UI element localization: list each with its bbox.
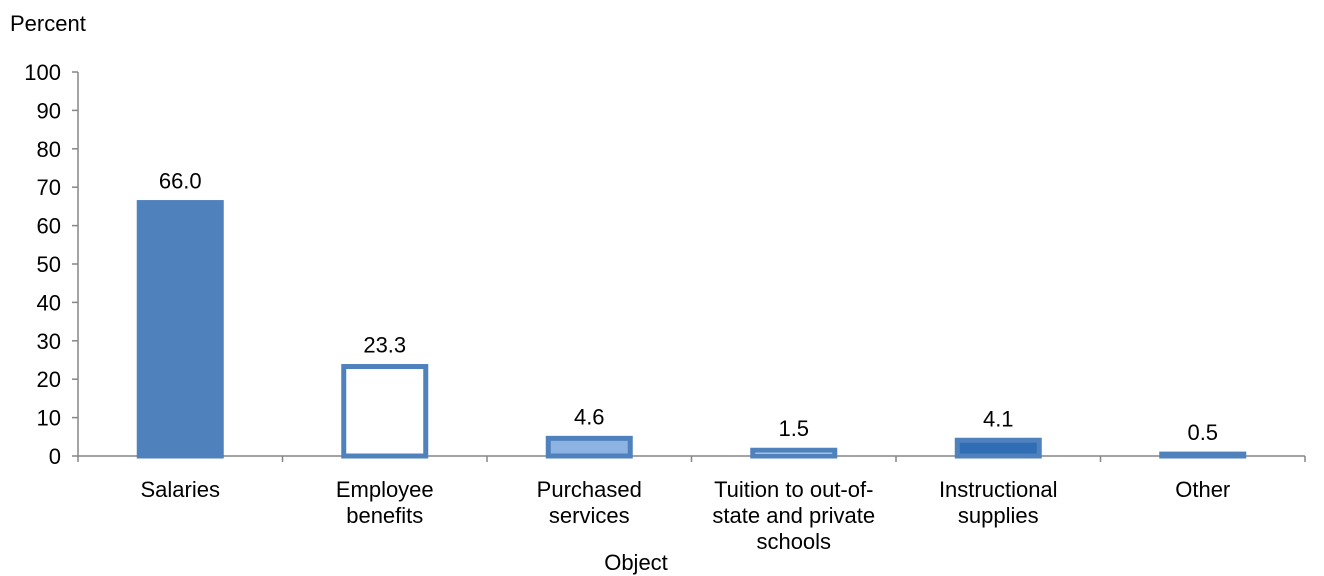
bar: [750, 447, 838, 459]
value-label: 4.6: [574, 404, 605, 429]
y-tick-label: 100: [24, 60, 61, 85]
x-tick-label: Salaries: [141, 477, 220, 502]
x-tick-label: Tuition to out-of-state and private schoo…: [712, 477, 875, 554]
axes: [77, 72, 1306, 462]
y-tick-label: 40: [37, 290, 61, 315]
value-label: 23.3: [363, 333, 406, 358]
x-tick-label: Purchased services: [537, 477, 642, 528]
bar: [954, 437, 1042, 459]
y-tick-label: 90: [37, 98, 61, 123]
y-tick-label: 0: [49, 444, 61, 469]
y-axis-label: Percent: [10, 11, 86, 36]
x-tick-label: Other: [1175, 477, 1230, 502]
bar: [1159, 451, 1247, 459]
x-tick-label: Employee benefits: [336, 477, 434, 528]
y-tick-label: 10: [37, 406, 61, 431]
value-labels: 66.0 23.3 4.6 1.5 4.1 0.5: [159, 169, 1218, 446]
y-tick-label: 60: [37, 214, 61, 239]
x-tick-label: Instructional supplies: [939, 477, 1058, 528]
y-tick-label: 80: [37, 137, 61, 162]
y-tick-label: 30: [37, 329, 61, 354]
bar: [545, 435, 633, 459]
bar: [136, 200, 224, 459]
value-label: 0.5: [1187, 420, 1218, 445]
bar: [341, 364, 429, 459]
value-label: 4.1: [983, 406, 1014, 431]
y-tick-label: 50: [37, 252, 61, 277]
y-tick-label: 20: [37, 367, 61, 392]
value-label: 66.0: [159, 169, 202, 194]
x-tick-labels: Salaries Employee benefits Purchased service…: [141, 477, 1231, 554]
x-axis-label: Object: [604, 550, 668, 575]
y-ticks: 0 10 20 30 40 50 60 70 80 90 100: [24, 60, 78, 469]
y-tick-label: 70: [37, 175, 61, 200]
value-label: 1.5: [778, 416, 809, 441]
bars: [136, 200, 1247, 459]
